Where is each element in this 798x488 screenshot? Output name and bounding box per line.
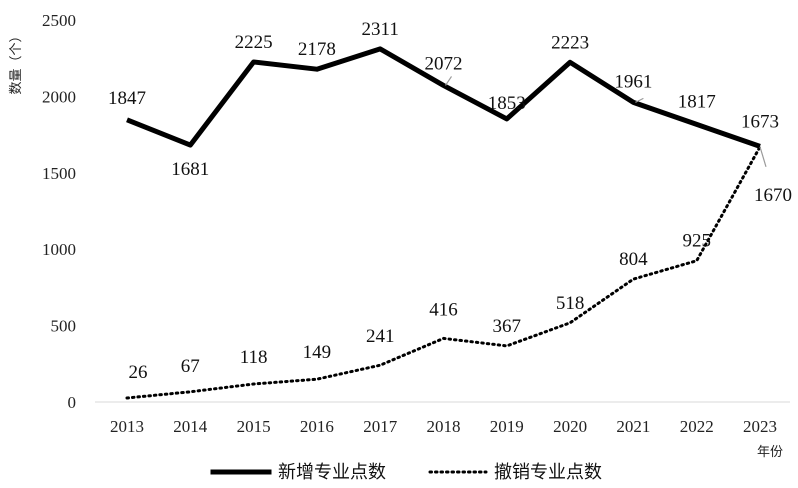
- data-label: 1853: [488, 93, 526, 114]
- data-label: 2072: [425, 53, 463, 74]
- data-label: 367: [493, 316, 522, 337]
- leader-line: [635, 97, 644, 103]
- data-label: 518: [556, 293, 585, 314]
- y-tick-label: 2500: [42, 11, 76, 30]
- data-label: 1681: [171, 159, 209, 180]
- series-lines: [125, 46, 762, 400]
- y-tick-label: 0: [68, 393, 77, 412]
- data-labels: 1847 1681 2225 2178 2311 2072 1853 2223 1961 1817…: [108, 19, 792, 383]
- data-label: 1670: [754, 185, 792, 206]
- x-tick-label: 2014: [173, 417, 208, 436]
- data-label: 925: [682, 231, 711, 252]
- y-axis: 0 500 1000 1500 2000 2500: [42, 11, 76, 412]
- x-axis-title: 年份: [757, 445, 783, 460]
- data-label: 241: [366, 326, 395, 347]
- series-line-1: [125, 145, 762, 400]
- y-tick-label: 1000: [42, 240, 76, 259]
- data-label: 1961: [614, 71, 652, 92]
- y-tick-label: 1500: [42, 164, 76, 183]
- leader-line: [759, 146, 767, 167]
- data-label: 2178: [298, 39, 336, 60]
- legend: 新增专业点数 撤销专业点数: [210, 462, 602, 483]
- x-tick-label: 2023: [743, 417, 777, 436]
- data-label: 1673: [741, 111, 779, 132]
- x-tick-label: 2013: [110, 417, 144, 436]
- data-label: 67: [181, 356, 200, 377]
- legend-label-series-1: 撤销专业点数: [494, 462, 602, 483]
- data-label: 416: [429, 299, 458, 320]
- y-tick-label: 2000: [42, 87, 76, 106]
- data-label: 1817: [678, 91, 716, 112]
- data-label: 804: [619, 249, 648, 270]
- x-tick-label: 2017: [363, 417, 398, 436]
- label-leader-lines: [445, 76, 767, 167]
- x-axis: 2013 2014 2015 2016 2017 2018 2019 2020 2021 2022…: [110, 417, 777, 436]
- data-label: 149: [303, 342, 332, 363]
- data-label: 26: [129, 362, 148, 383]
- x-tick-label: 2021: [616, 417, 650, 436]
- x-tick-label: 2019: [490, 417, 524, 436]
- data-label: 118: [240, 347, 268, 368]
- x-tick-label: 2015: [237, 417, 271, 436]
- legend-label-series-0: 新增专业点数: [278, 462, 386, 483]
- y-tick-label: 500: [51, 317, 77, 336]
- x-tick-label: 2016: [300, 417, 334, 436]
- data-label: 2311: [362, 19, 399, 40]
- data-label: 1847: [108, 88, 146, 109]
- y-axis-title: 数量（个）: [9, 29, 24, 94]
- data-label: 2223: [551, 32, 589, 53]
- x-tick-label: 2022: [680, 417, 714, 436]
- x-tick-label: 2018: [427, 417, 461, 436]
- leader-line: [445, 76, 452, 86]
- series-line-0: [126, 46, 761, 149]
- x-tick-label: 2020: [553, 417, 587, 436]
- data-label: 2225: [235, 32, 273, 53]
